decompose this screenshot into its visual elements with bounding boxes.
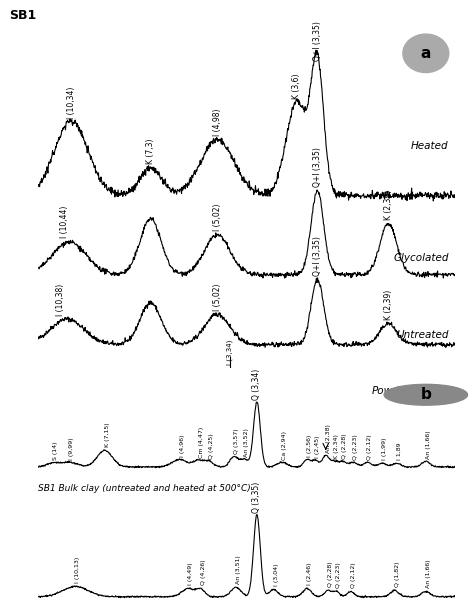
Text: Cm (4,47): Cm (4,47)	[199, 427, 203, 458]
Circle shape	[384, 384, 467, 405]
Text: I (4,98): I (4,98)	[213, 109, 222, 136]
Text: I (10,34): I (10,34)	[67, 86, 76, 118]
Text: K (7,15): K (7,15)	[105, 423, 109, 447]
Text: I (10,44): I (10,44)	[60, 206, 69, 238]
Text: SB1: SB1	[9, 9, 36, 22]
Text: I (2,56): I (2,56)	[307, 435, 312, 457]
Text: Q+I (3,35): Q+I (3,35)	[313, 235, 322, 276]
Text: I (2,45): I (2,45)	[315, 435, 320, 458]
Text: Q (3,57): Q (3,57)	[234, 428, 239, 454]
Text: I (5,02): I (5,02)	[213, 204, 222, 231]
Text: I 1,89: I 1,89	[397, 443, 401, 460]
Text: An (1,66): An (1,66)	[426, 560, 431, 588]
Text: I (4,96): I (4,96)	[180, 434, 185, 457]
Text: Q+I (3,35): Q+I (3,35)	[313, 147, 322, 187]
Text: Q (4,26): Q (4,26)	[201, 560, 206, 585]
Text: S (14): S (14)	[53, 442, 57, 460]
Text: Q (3,35): Q (3,35)	[253, 482, 261, 513]
Text: An (1,66): An (1,66)	[426, 430, 431, 459]
Text: An (2,38): An (2,38)	[326, 424, 331, 453]
Text: Q (2,12): Q (2,12)	[367, 434, 373, 460]
Text: Powder: Powder	[372, 386, 410, 397]
Text: K (7,3): K (7,3)	[146, 139, 155, 164]
Text: I (10,13): I (10,13)	[75, 557, 81, 584]
Text: Q (2,28): Q (2,28)	[342, 433, 347, 459]
Text: I (10,38): I (10,38)	[56, 283, 65, 316]
Text: An (3,51): An (3,51)	[236, 555, 241, 584]
Text: An (3,52): An (3,52)	[245, 428, 249, 457]
Text: Q (3,34): Q (3,34)	[253, 369, 261, 400]
Circle shape	[403, 34, 449, 72]
Text: I (1,99): I (1,99)	[382, 438, 387, 460]
Text: K (2,39): K (2,39)	[384, 290, 393, 320]
Text: I (3,34): I (3,34)	[227, 340, 233, 365]
Text: b: b	[420, 387, 431, 402]
Text: Q (2,23): Q (2,23)	[353, 434, 358, 460]
Text: Heated: Heated	[411, 141, 449, 151]
Text: I (2,46): I (2,46)	[307, 563, 312, 585]
Text: Ca (2,94): Ca (2,94)	[282, 430, 287, 460]
Text: Q+I (3,35): Q+I (3,35)	[313, 21, 322, 61]
Text: I (3,04): I (3,04)	[273, 564, 279, 587]
Text: SB1 Bulk clay (untreated and heated at 500°C): SB1 Bulk clay (untreated and heated at 5…	[38, 484, 251, 493]
Text: Q (4,25): Q (4,25)	[209, 433, 214, 459]
Text: Glycolated: Glycolated	[393, 253, 449, 263]
Text: Q (2,23): Q (2,23)	[336, 563, 341, 588]
Text: Q (1,82): Q (1,82)	[394, 562, 400, 587]
Text: Untreated: Untreated	[396, 330, 449, 340]
Text: Q (2,28): Q (2,28)	[328, 562, 333, 587]
Text: a: a	[420, 46, 431, 61]
Text: K (2,34): K (2,34)	[334, 434, 339, 459]
Text: I (9,99): I (9,99)	[69, 438, 74, 460]
Text: Q (2,12): Q (2,12)	[351, 563, 356, 588]
Text: I (5,02): I (5,02)	[213, 283, 222, 311]
Text: I (4,49): I (4,49)	[188, 563, 193, 585]
Text: K (2,39): K (2,39)	[384, 189, 393, 219]
Text: K (3,6): K (3,6)	[292, 73, 301, 99]
